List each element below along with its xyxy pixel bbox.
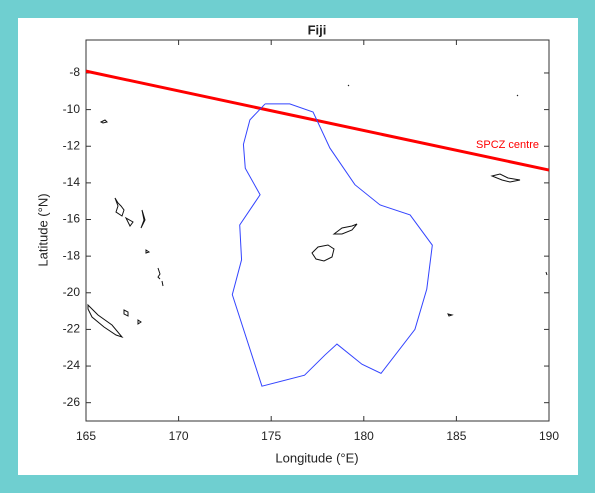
y-tick-label: -18 xyxy=(63,248,81,262)
line-label: SPCZ centre xyxy=(476,139,539,151)
x-tick-label: 165 xyxy=(76,429,96,443)
x-tick-label: 190 xyxy=(539,429,559,443)
x-tick-label: 180 xyxy=(354,429,374,443)
x-tick-label: 185 xyxy=(446,429,466,443)
y-tick-label: -20 xyxy=(63,285,81,299)
y-tick-label: -12 xyxy=(63,138,81,152)
chart-title: Fiji xyxy=(308,22,327,37)
y-tick-label: -26 xyxy=(63,395,81,409)
plot-area xyxy=(85,39,550,422)
y-tick-label: -10 xyxy=(63,102,81,116)
x-axis-label: Longitude (°E) xyxy=(275,450,358,465)
x-tick-label: 175 xyxy=(261,429,281,443)
y-tick-label: -24 xyxy=(63,358,81,372)
y-axis-label: Latitude (°N) xyxy=(35,193,50,266)
y-tick-label: -16 xyxy=(63,212,81,226)
eez-boundary xyxy=(231,103,433,387)
x-tick-label: 170 xyxy=(169,429,189,443)
y-tick-label: -8 xyxy=(69,65,80,79)
y-tick-label: -22 xyxy=(63,322,81,336)
y-tick-label: -14 xyxy=(63,175,81,189)
coastlines xyxy=(87,84,548,339)
